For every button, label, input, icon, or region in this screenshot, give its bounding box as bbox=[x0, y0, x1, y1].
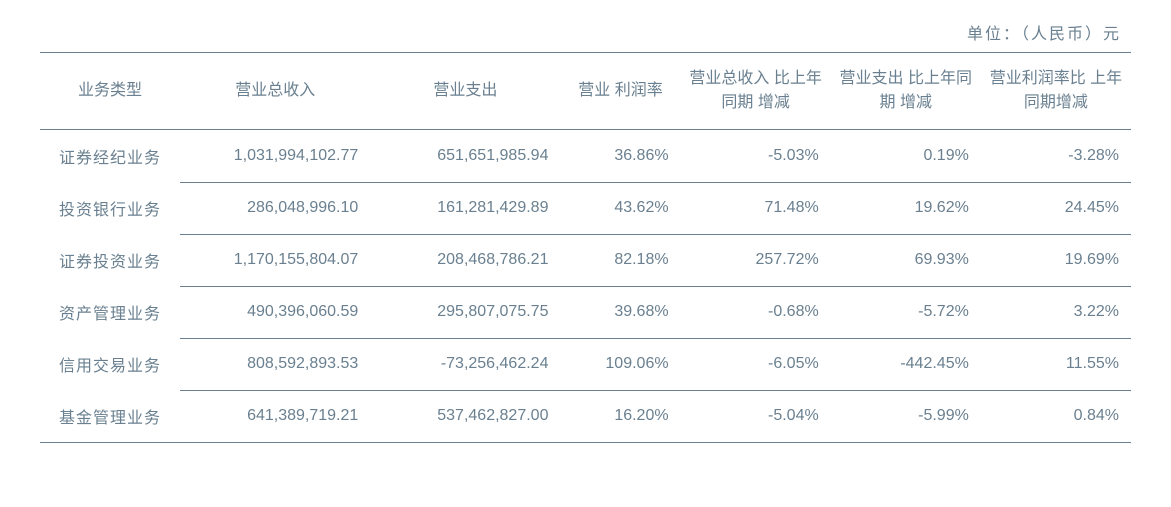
cell-exp_change: 69.93% bbox=[831, 234, 981, 286]
col-header-margin: 营业 利润率 bbox=[560, 53, 680, 130]
table-row: 投资银行业务286,048,996.10161,281,429.8943.62%… bbox=[40, 182, 1131, 234]
cell-business_type: 投资银行业务 bbox=[40, 182, 180, 234]
cell-business_type: 信用交易业务 bbox=[40, 338, 180, 390]
col-header-exp-change: 营业支出 比上年同期 增减 bbox=[831, 53, 981, 130]
cell-exp_change: 19.62% bbox=[831, 182, 981, 234]
cell-rev_change: 71.48% bbox=[681, 182, 831, 234]
cell-rev_change: -5.03% bbox=[681, 130, 831, 183]
col-header-expense: 营业支出 bbox=[370, 53, 560, 130]
cell-expense: -73,256,462.24 bbox=[370, 338, 560, 390]
cell-margin_change: 24.45% bbox=[981, 182, 1131, 234]
cell-revenue: 490,396,060.59 bbox=[180, 286, 370, 338]
cell-expense: 651,651,985.94 bbox=[370, 130, 560, 183]
cell-revenue: 1,170,155,804.07 bbox=[180, 234, 370, 286]
cell-margin: 82.18% bbox=[560, 234, 680, 286]
cell-exp_change: -442.45% bbox=[831, 338, 981, 390]
cell-margin_change: 3.22% bbox=[981, 286, 1131, 338]
cell-margin_change: 0.84% bbox=[981, 390, 1131, 443]
cell-exp_change: -5.72% bbox=[831, 286, 981, 338]
cell-expense: 537,462,827.00 bbox=[370, 390, 560, 443]
cell-expense: 208,468,786.21 bbox=[370, 234, 560, 286]
col-header-rev-change: 营业总收入 比上年同期 增减 bbox=[681, 53, 831, 130]
unit-label: 单位：（人民币）元 bbox=[40, 20, 1131, 44]
cell-revenue: 286,048,996.10 bbox=[180, 182, 370, 234]
cell-expense: 295,807,075.75 bbox=[370, 286, 560, 338]
col-header-margin-change: 营业利润率比 上年同期增减 bbox=[981, 53, 1131, 130]
cell-margin: 109.06% bbox=[560, 338, 680, 390]
cell-rev_change: -0.68% bbox=[681, 286, 831, 338]
cell-margin: 36.86% bbox=[560, 130, 680, 183]
cell-rev_change: -6.05% bbox=[681, 338, 831, 390]
cell-business_type: 资产管理业务 bbox=[40, 286, 180, 338]
cell-rev_change: -5.04% bbox=[681, 390, 831, 443]
cell-margin: 43.62% bbox=[560, 182, 680, 234]
cell-expense: 161,281,429.89 bbox=[370, 182, 560, 234]
table-body: 证券经纪业务1,031,994,102.77651,651,985.9436.8… bbox=[40, 130, 1131, 443]
cell-revenue: 641,389,719.21 bbox=[180, 390, 370, 443]
cell-rev_change: 257.72% bbox=[681, 234, 831, 286]
cell-revenue: 1,031,994,102.77 bbox=[180, 130, 370, 183]
cell-margin: 16.20% bbox=[560, 390, 680, 443]
cell-business_type: 证券经纪业务 bbox=[40, 130, 180, 183]
cell-exp_change: -5.99% bbox=[831, 390, 981, 443]
cell-margin: 39.68% bbox=[560, 286, 680, 338]
table-row: 基金管理业务641,389,719.21537,462,827.0016.20%… bbox=[40, 390, 1131, 443]
cell-revenue: 808,592,893.53 bbox=[180, 338, 370, 390]
table-row: 证券投资业务1,170,155,804.07208,468,786.2182.1… bbox=[40, 234, 1131, 286]
table-row: 证券经纪业务1,031,994,102.77651,651,985.9436.8… bbox=[40, 130, 1131, 183]
cell-exp_change: 0.19% bbox=[831, 130, 981, 183]
cell-margin_change: 11.55% bbox=[981, 338, 1131, 390]
table-row: 信用交易业务808,592,893.53-73,256,462.24109.06… bbox=[40, 338, 1131, 390]
col-header-business-type: 业务类型 bbox=[40, 53, 180, 130]
financial-table: 业务类型 营业总收入 营业支出 营业 利润率 营业总收入 比上年同期 增减 营业… bbox=[40, 52, 1131, 443]
cell-business_type: 证券投资业务 bbox=[40, 234, 180, 286]
table-row: 资产管理业务490,396,060.59295,807,075.7539.68%… bbox=[40, 286, 1131, 338]
cell-business_type: 基金管理业务 bbox=[40, 390, 180, 443]
cell-margin_change: 19.69% bbox=[981, 234, 1131, 286]
table-header-row: 业务类型 营业总收入 营业支出 营业 利润率 营业总收入 比上年同期 增减 营业… bbox=[40, 53, 1131, 130]
col-header-revenue: 营业总收入 bbox=[180, 53, 370, 130]
cell-margin_change: -3.28% bbox=[981, 130, 1131, 183]
